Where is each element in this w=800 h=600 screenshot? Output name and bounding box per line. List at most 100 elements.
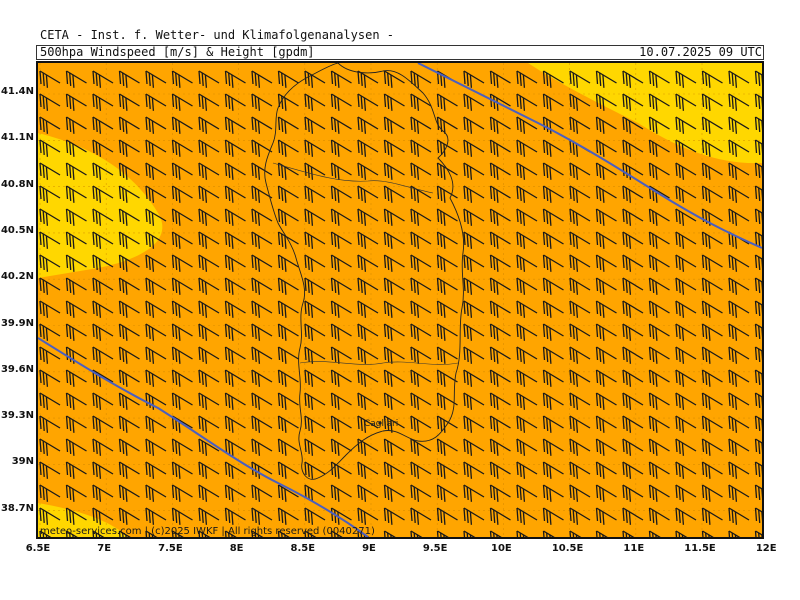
- wind-barb: [701, 369, 723, 387]
- region-boundary: [272, 162, 434, 194]
- wind-barb: [251, 116, 273, 134]
- wind-barb: [92, 208, 114, 226]
- wind-barb: [330, 162, 352, 180]
- wind-barb: [542, 93, 564, 111]
- wind-barb: [145, 185, 167, 203]
- wind-barb: [754, 530, 762, 537]
- wind-barb: [251, 415, 273, 433]
- wind-barb: [304, 116, 326, 134]
- wind-barb: [118, 231, 140, 249]
- wind-barb: [330, 346, 352, 364]
- wind-barb: [410, 369, 432, 387]
- wind-barb: [357, 139, 379, 157]
- wind-barb: [171, 323, 193, 341]
- wind-barb: [754, 369, 762, 385]
- latitude-label: 40.8N: [0, 178, 34, 190]
- wind-barb: [330, 484, 352, 502]
- wind-barb: [675, 185, 697, 203]
- wind-barb: [304, 139, 326, 157]
- wind-barb: [304, 323, 326, 341]
- wind-barb: [145, 254, 167, 272]
- wind-barb: [118, 484, 140, 502]
- wind-barb: [410, 162, 432, 180]
- wind-barb: [304, 530, 317, 537]
- wind-barb: [728, 507, 750, 525]
- wind-barb: [436, 484, 458, 502]
- wind-barb: [489, 300, 511, 318]
- wind-barb: [516, 277, 538, 295]
- wind-barb: [410, 530, 423, 537]
- wind-barb: [330, 392, 352, 410]
- latitude-label: 40.2N: [0, 271, 34, 283]
- wind-barb: [728, 392, 750, 410]
- wind-barb: [410, 185, 432, 203]
- wind-barb: [198, 507, 220, 525]
- weather-map[interactable]: Cagliari: [36, 61, 764, 539]
- wind-barb: [357, 208, 379, 226]
- wind-barb: [198, 346, 220, 364]
- wind-barb: [436, 185, 458, 203]
- wind-barb: [489, 392, 511, 410]
- wind-barb: [569, 185, 591, 203]
- wind-barb: [463, 70, 485, 88]
- wind-barb: [171, 392, 193, 410]
- wind-barb: [330, 369, 352, 387]
- wind-barb: [648, 300, 670, 318]
- wind-barb: [675, 93, 697, 111]
- wind-barb: [171, 116, 193, 134]
- wind-barb: [648, 231, 670, 249]
- wind-barb: [754, 415, 762, 431]
- wind-barb: [198, 484, 220, 502]
- wind-barb: [754, 162, 762, 178]
- wind-barb: [675, 392, 697, 410]
- wind-barb: [330, 185, 352, 203]
- wind-barb: [622, 277, 644, 295]
- wind-barb: [701, 438, 723, 456]
- wind-barb: [728, 162, 750, 180]
- wind-barb: [516, 254, 538, 272]
- wind-barb: [516, 530, 529, 537]
- wind-barb: [357, 369, 379, 387]
- wind-barb: [118, 438, 140, 456]
- wind-barb: [489, 323, 511, 341]
- wind-barb: [542, 208, 564, 226]
- wind-barb: [542, 392, 564, 410]
- wind-barb: [675, 139, 697, 157]
- wind-barb: [728, 438, 750, 456]
- latitude-label: 39.6N: [0, 363, 34, 375]
- wind-barb: [489, 346, 511, 364]
- wind-barb: [251, 438, 273, 456]
- wind-barb: [145, 300, 167, 318]
- wind-barb: [675, 507, 697, 525]
- wind-barb: [198, 530, 211, 537]
- wind-barb: [569, 208, 591, 226]
- wind-barb: [436, 507, 458, 525]
- longitude-label: 6.5E: [25, 543, 51, 554]
- wind-barb: [436, 208, 458, 226]
- wind-barb: [542, 70, 564, 88]
- wind-barb: [648, 116, 670, 134]
- wind-barb: [463, 369, 485, 387]
- height-contour-southwest: [38, 337, 369, 537]
- city-label-cagliari: Cagliari: [364, 419, 398, 429]
- longitude-label: 7E: [97, 543, 112, 554]
- wind-barb: [39, 93, 61, 111]
- wind-barb: [304, 93, 326, 111]
- wind-barb: [383, 461, 405, 479]
- wind-barb: [383, 484, 405, 502]
- wind-barb: [39, 300, 61, 318]
- wind-barb: [145, 484, 167, 502]
- wind-barb: [489, 484, 511, 502]
- wind-barb: [701, 185, 723, 203]
- wind-barb: [251, 530, 264, 537]
- wind-barb: [383, 530, 396, 537]
- wind-barb: [595, 116, 617, 134]
- wind-barb: [65, 346, 87, 364]
- wind-barb: [65, 185, 87, 203]
- wind-barb: [383, 208, 405, 226]
- wind-barb: [436, 438, 458, 456]
- wind-barb: [701, 231, 723, 249]
- wind-barb: [145, 415, 167, 433]
- wind-barb: [118, 369, 140, 387]
- wind-barb: [39, 415, 61, 433]
